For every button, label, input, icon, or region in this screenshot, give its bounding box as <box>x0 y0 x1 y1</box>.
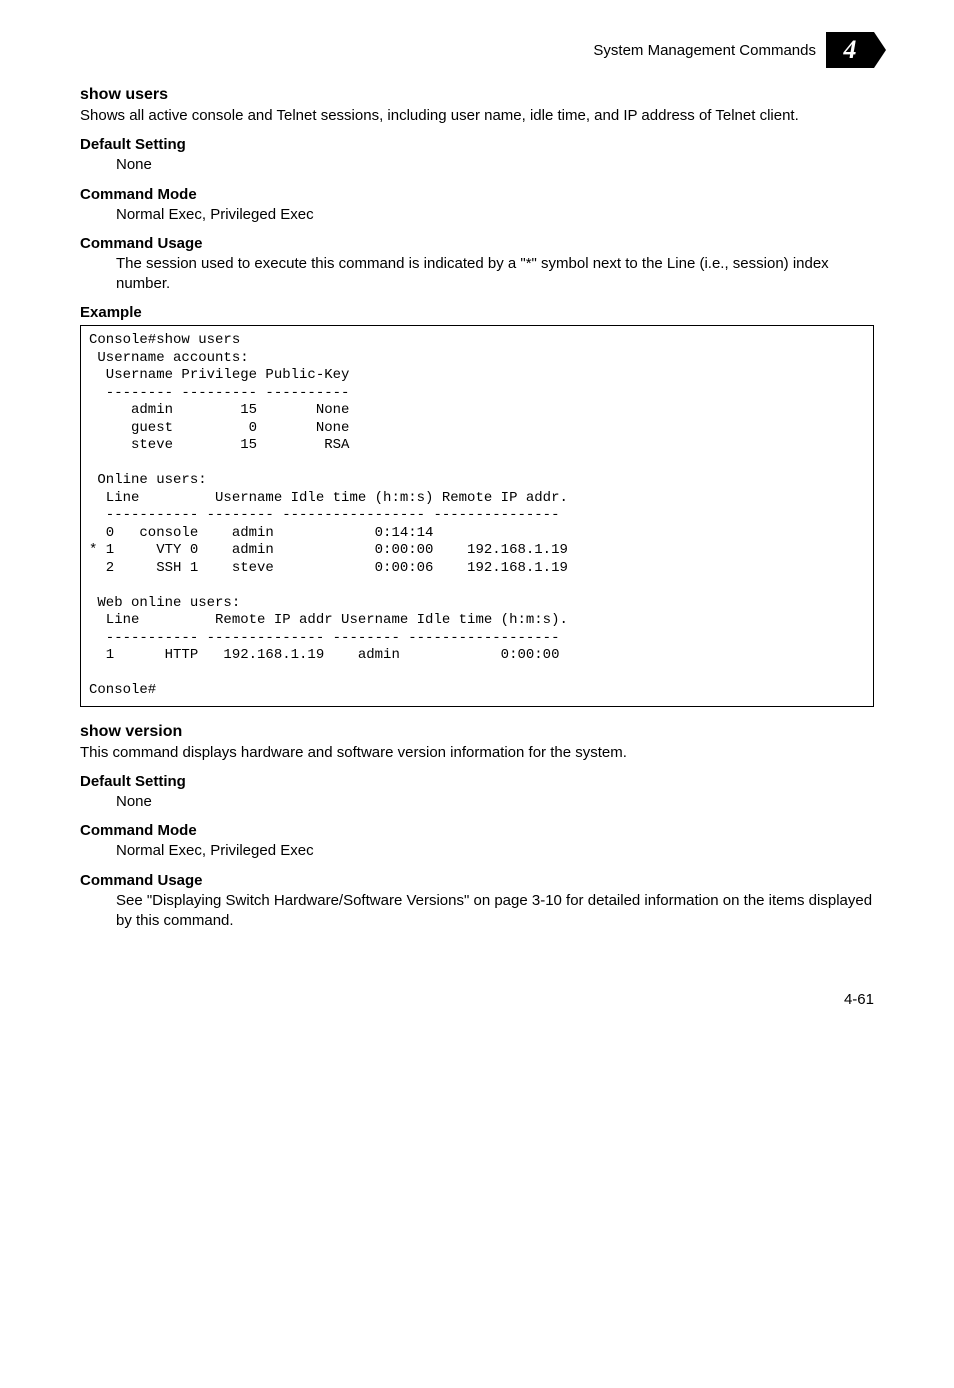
chapter-number: 4 <box>844 37 857 63</box>
page-number: 4-61 <box>80 991 874 1008</box>
subheading-default-setting-2: Default Setting <box>80 773 874 790</box>
default-setting-text-1: None <box>116 155 874 175</box>
subheading-command-mode-2: Command Mode <box>80 822 874 839</box>
section-heading-show-version: show version <box>80 723 874 741</box>
subheading-command-usage-1: Command Usage <box>80 235 874 252</box>
subheading-command-usage-2: Command Usage <box>80 872 874 889</box>
example-code-block: Console#show users Username accounts: Us… <box>80 325 874 707</box>
page: System Management Commands 4 show users … <box>0 0 954 1068</box>
command-usage-text-2: See "Displaying Switch Hardware/Software… <box>116 891 874 932</box>
command-usage-text-1: The session used to execute this command… <box>116 254 874 295</box>
section-heading-show-users: show users <box>80 86 874 104</box>
page-header: System Management Commands 4 <box>80 32 874 68</box>
command-mode-text-2: Normal Exec, Privileged Exec <box>116 841 874 861</box>
command-mode-text-1: Normal Exec, Privileged Exec <box>116 205 874 225</box>
default-setting-text-2: None <box>116 792 874 812</box>
subheading-example: Example <box>80 304 874 321</box>
section-body-show-version: This command displays hardware and softw… <box>80 743 874 763</box>
subheading-default-setting-1: Default Setting <box>80 136 874 153</box>
subheading-command-mode-1: Command Mode <box>80 186 874 203</box>
section-body-show-users: Shows all active console and Telnet sess… <box>80 106 874 126</box>
chapter-badge: 4 <box>826 32 874 68</box>
header-title: System Management Commands <box>593 42 816 59</box>
